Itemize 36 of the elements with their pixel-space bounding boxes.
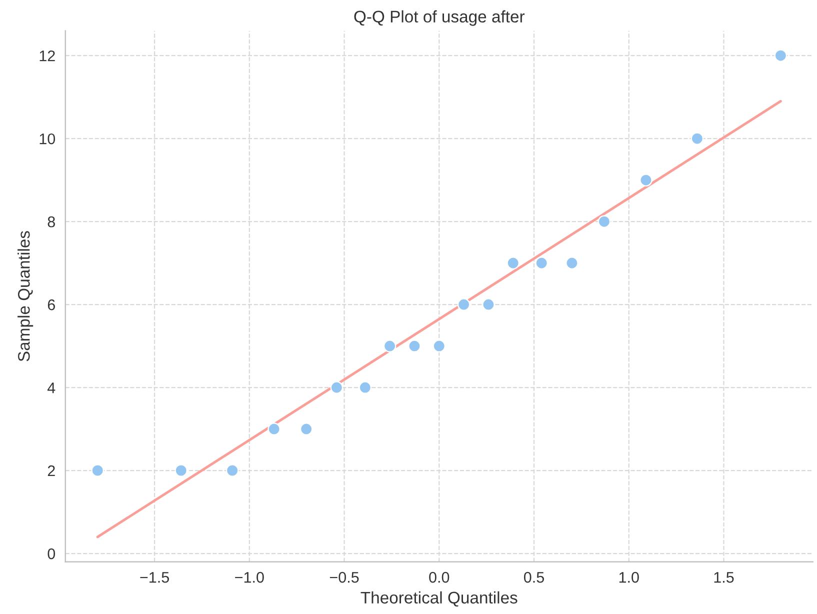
point — [598, 215, 611, 228]
point — [268, 422, 280, 436]
point — [482, 298, 495, 311]
x-tick-label: −0.5 — [330, 572, 359, 583]
x-tick-label: 0.0 — [429, 572, 450, 583]
y-tick-label: 0 — [48, 548, 56, 560]
y-tick-label: 4 — [47, 382, 56, 394]
x-tick-label: 0.5 — [524, 572, 544, 583]
point — [226, 464, 239, 477]
point — [330, 381, 344, 394]
y-tick-label: 6 — [48, 299, 55, 310]
y-tick-label: 2 — [48, 465, 55, 476]
y-tick-label: 10 — [40, 133, 56, 144]
chart-title: Q-Q Plot of usage after — [354, 10, 525, 26]
point — [432, 340, 446, 352]
x-tick-label: 1.5 — [714, 572, 734, 583]
x-tick-label: −1.0 — [235, 572, 264, 583]
point — [690, 132, 704, 145]
x-tick-label: 1.0 — [619, 572, 639, 583]
point — [566, 256, 578, 270]
y-tick-label: 12 — [40, 50, 55, 62]
y-axis-title: Sample Quantiles — [18, 231, 34, 362]
point — [91, 464, 104, 477]
x-tick-label: −1.5 — [140, 572, 169, 583]
point — [300, 422, 313, 436]
point — [506, 256, 520, 270]
y-tick-label: 8 — [48, 216, 55, 228]
point — [640, 174, 652, 186]
point — [535, 256, 548, 270]
point — [408, 340, 421, 352]
point — [383, 340, 396, 352]
point — [774, 49, 788, 62]
x-axis-title: Theoretical Quantiles — [360, 591, 518, 607]
point — [358, 381, 372, 394]
point — [174, 464, 188, 477]
point — [457, 298, 470, 311]
